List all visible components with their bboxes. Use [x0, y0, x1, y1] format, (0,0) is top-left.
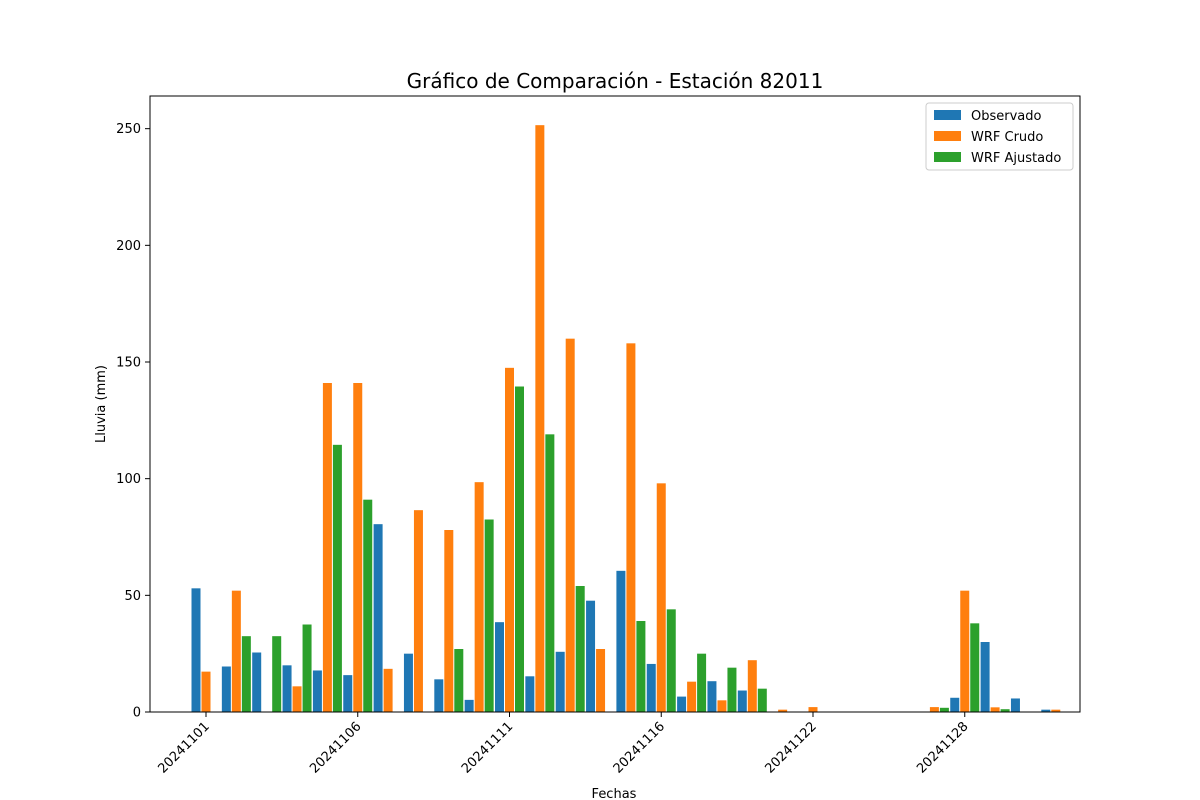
bar-wrf-crudo-20241119 — [747, 660, 757, 712]
bar-observado-20241106 — [343, 675, 353, 712]
bar-wrf-crudo-20241109 — [444, 530, 454, 712]
bar-observado-20241102 — [221, 666, 231, 712]
bar-wrf-crudo-20241120 — [778, 709, 788, 712]
bar-wrf-crudo-20241125 — [929, 707, 939, 712]
y-tick-label-100: 100 — [116, 472, 141, 487]
bar-wrf-crudo-20241106 — [353, 383, 363, 712]
y-tick-label-50: 50 — [124, 589, 141, 604]
bar-wrf-ajustado-20241104 — [302, 624, 312, 712]
bar-observado-20241104 — [282, 665, 292, 712]
bar-wrf-ajustado-20241103 — [272, 636, 282, 712]
x-axis-label: Fechas — [592, 787, 637, 800]
bar-wrf-crudo-20241129 — [1051, 709, 1061, 712]
y-tick-label-200: 200 — [116, 239, 141, 254]
chart-title: Gráfico de Comparación - Estación 82011 — [407, 69, 824, 93]
y-tick-label-250: 250 — [116, 122, 141, 137]
bar-wrf-crudo-20241117 — [687, 681, 697, 712]
bar-wrf-crudo-20241104 — [292, 686, 302, 712]
bar-observado-20241101 — [191, 588, 201, 712]
bar-wrf-crudo-20241126 — [960, 590, 970, 712]
bar-wrf-crudo-20241127 — [990, 707, 1000, 712]
bar-observado-20241103 — [252, 652, 262, 712]
y-tick-label-0: 0 — [133, 706, 141, 721]
bar-wrf-crudo-20241121 — [808, 707, 818, 712]
bar-observado-20241108 — [403, 653, 413, 712]
legend-swatch-wrf-crudo — [934, 131, 961, 141]
bar-observado-20241118 — [707, 681, 717, 712]
legend: Observado WRF Crudo WRF Ajustado — [925, 102, 1074, 171]
legend-box — [925, 102, 1074, 171]
bar-wrf-ajustado-20241112 — [545, 434, 555, 712]
bar-wrf-crudo-20241113 — [565, 338, 575, 712]
bar-observado-20241117 — [677, 696, 687, 712]
bar-observado-20241127 — [980, 642, 990, 712]
bar-wrf-crudo-20241101 — [201, 671, 211, 712]
y-axis-label: Lluvia (mm) — [94, 365, 109, 443]
bar-wrf-crudo-20241118 — [717, 700, 727, 712]
bar-observado-20241109 — [434, 679, 444, 712]
bar-wrf-crudo-20241115 — [626, 343, 636, 712]
bar-wrf-ajustado-20241110 — [484, 519, 494, 712]
bar-observado-20241105 — [312, 670, 322, 712]
bar-wrf-ajustado-20241126 — [970, 623, 980, 712]
bar-observado-20241112 — [525, 676, 535, 712]
bar-observado-20241115 — [616, 570, 626, 712]
bar-wrf-ajustado-20241119 — [757, 688, 767, 712]
legend-swatch-observado — [934, 110, 961, 120]
bar-wrf-ajustado-20241106 — [363, 499, 373, 712]
bar-wrf-ajustado-20241105 — [332, 444, 342, 712]
bar-wrf-ajustado-20241116 — [666, 609, 676, 712]
bar-wrf-ajustado-20241111 — [515, 386, 524, 712]
bar-wrf-ajustado-20241115 — [636, 621, 646, 712]
bar-wrf-crudo-20241111 — [505, 367, 514, 712]
bar-observado-20241119 — [737, 690, 747, 712]
legend-swatch-wrf-ajustado — [934, 152, 961, 162]
bar-observado-20241128 — [1010, 698, 1020, 712]
bar-wrf-crudo-20241114 — [596, 649, 606, 712]
bar-wrf-ajustado-20241125 — [939, 707, 949, 712]
bar-observado-20241126 — [950, 697, 960, 712]
bar-wrf-ajustado-20241117 — [697, 653, 707, 712]
bars-layer — [191, 125, 1061, 713]
legend-label-wrf-crudo: WRF Crudo — [971, 130, 1043, 145]
bar-observado-20241116 — [646, 663, 656, 712]
bar-observado-20241114 — [586, 600, 596, 712]
bar-observado-20241129 — [1041, 709, 1051, 712]
y-axis: 0 50 100 150 200 250 — [116, 122, 150, 721]
bar-wrf-ajustado-20241102 — [241, 636, 251, 712]
bar-wrf-ajustado-20241109 — [454, 649, 464, 712]
legend-label-wrf-ajustado: WRF Ajustado — [971, 151, 1061, 166]
bar-wrf-ajustado-20241113 — [575, 586, 585, 712]
bar-wrf-crudo-20241112 — [535, 125, 545, 713]
bar-wrf-ajustado-20241127 — [1000, 709, 1010, 712]
bar-observado-20241111 — [495, 622, 504, 712]
bar-wrf-crudo-20241105 — [322, 383, 332, 712]
bar-observado-20241107 — [373, 524, 383, 712]
bar-wrf-ajustado-20241118 — [727, 667, 737, 712]
plot-frame — [149, 95, 1081, 713]
bar-wrf-crudo-20241110 — [474, 482, 484, 712]
bar-wrf-crudo-20241108 — [413, 510, 423, 712]
bar-wrf-crudo-20241116 — [656, 483, 666, 712]
legend-label-observado: Observado — [971, 109, 1042, 124]
y-tick-label-150: 150 — [116, 356, 141, 371]
bar-wrf-crudo-20241107 — [383, 668, 393, 712]
bar-observado-20241110 — [464, 699, 474, 712]
bar-wrf-crudo-20241102 — [231, 590, 241, 712]
bar-observado-20241113 — [555, 651, 565, 712]
